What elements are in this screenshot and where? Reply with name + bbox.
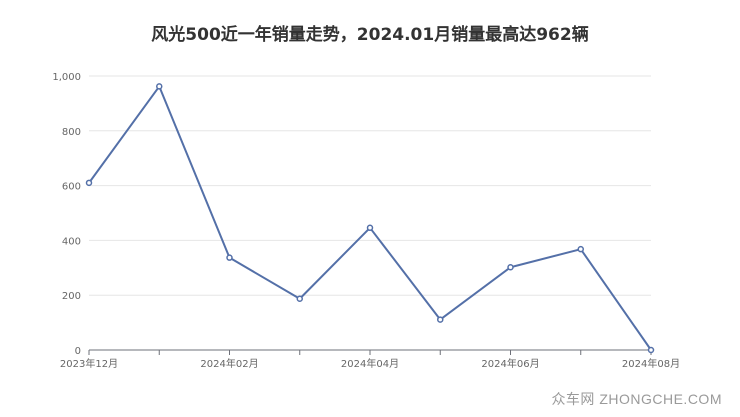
data-point[interactable] <box>226 254 233 261</box>
data-point[interactable] <box>577 245 584 253</box>
series-line <box>88 85 652 351</box>
y-tick-label: 400 <box>62 236 81 247</box>
x-axis: 2023年12月 2024年02月 2024年04月 2024年06月 2024年08月 <box>60 349 680 370</box>
y-axis: 0 200 400 600 800 1,000 <box>52 72 81 357</box>
series-sales <box>85 83 655 354</box>
data-point[interactable] <box>156 83 163 90</box>
y-tick-label: 600 <box>62 182 81 193</box>
y-tick-label: 800 <box>62 127 81 138</box>
grid-lines <box>89 75 651 296</box>
x-tick-label: 2024年06月 <box>481 357 539 370</box>
x-tick-label: 2024年08月 <box>622 357 680 370</box>
data-point[interactable] <box>85 179 93 187</box>
x-tick-label: 2023年12月 <box>60 357 118 370</box>
data-point[interactable] <box>296 295 303 303</box>
y-tick-label: 1,000 <box>52 72 81 83</box>
data-point[interactable] <box>366 224 374 232</box>
y-tick-label: 200 <box>62 291 81 302</box>
chart-title: 风光500近一年销量走势，2024.01月销量最高达962辆 <box>151 25 589 45</box>
data-point[interactable] <box>647 346 655 354</box>
y-tick-label: 0 <box>75 346 81 357</box>
watermark: 众车网 ZHONGCHE.COM <box>551 391 722 407</box>
data-point[interactable] <box>437 316 444 323</box>
x-tick-label: 2024年04月 <box>341 357 399 370</box>
data-point[interactable] <box>507 264 514 271</box>
x-tick-label: 2024年02月 <box>200 357 258 370</box>
